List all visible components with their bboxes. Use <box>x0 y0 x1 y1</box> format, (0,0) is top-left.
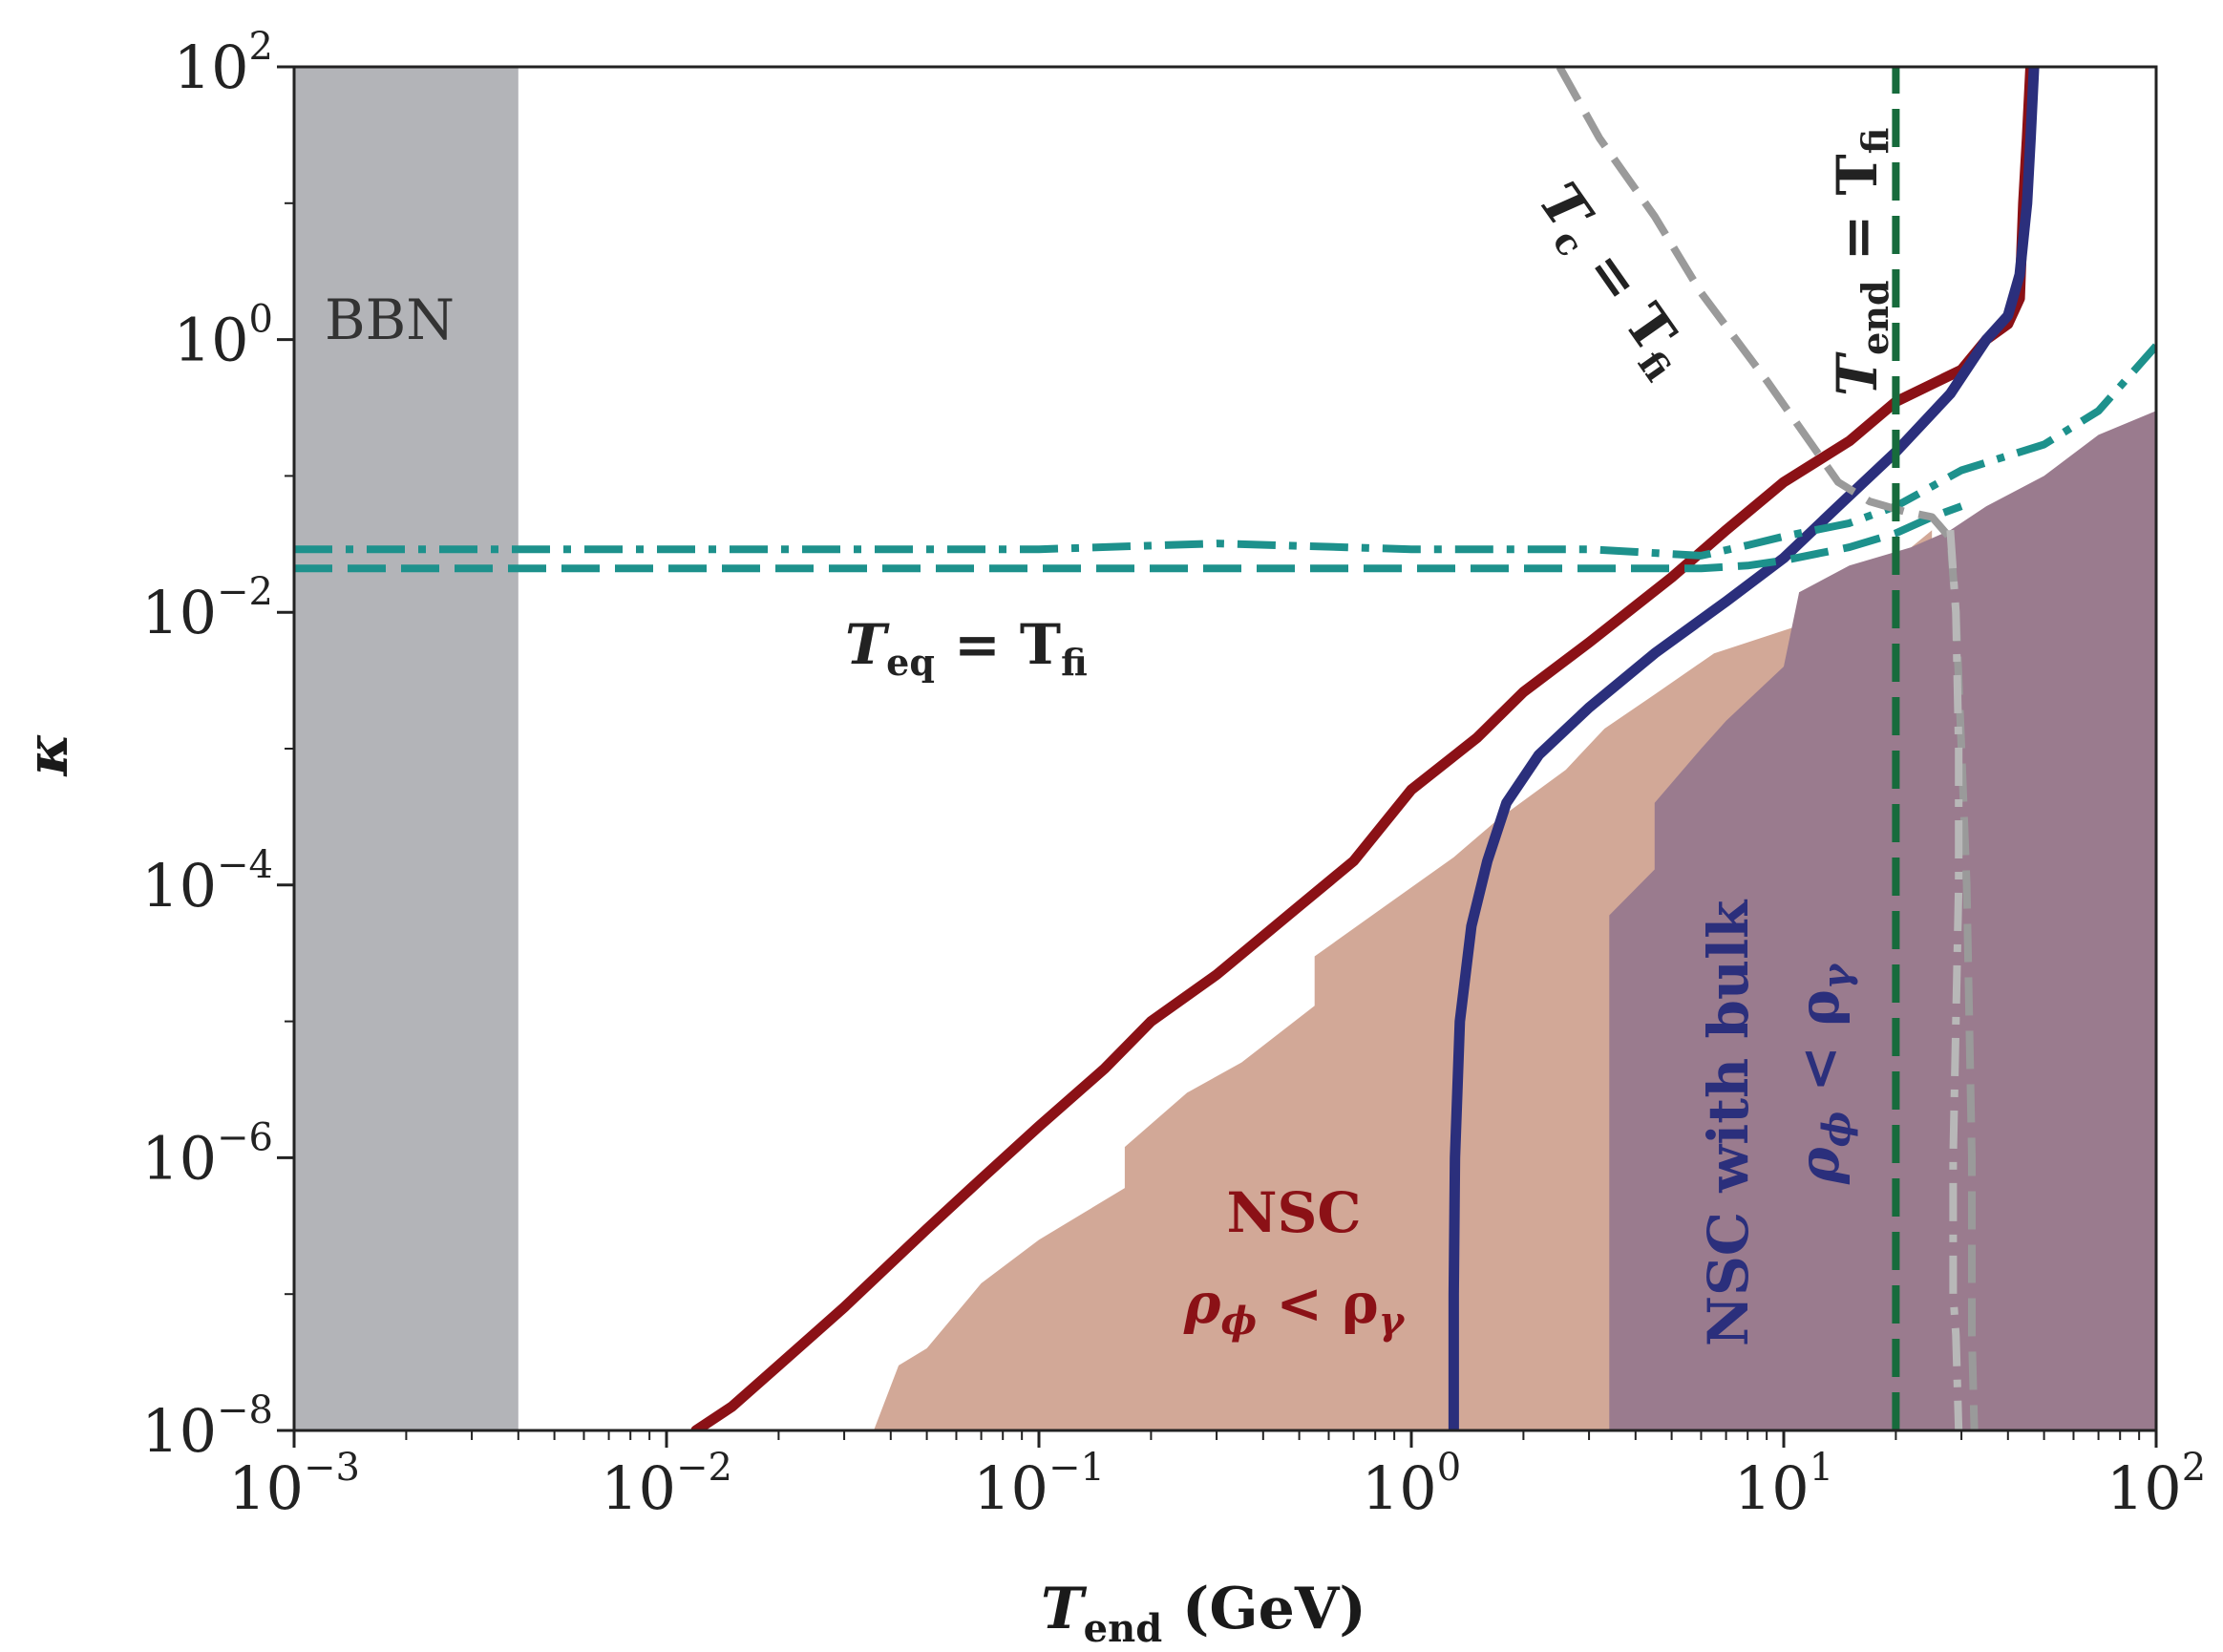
nsc-label-line2: ρϕ < ργ <box>1183 1271 1406 1344</box>
y-tick-exp: 0 <box>249 298 273 342</box>
y-tick-base: 10 <box>141 1396 217 1466</box>
x-tick-base: 10 <box>1362 1453 1437 1523</box>
data-series <box>294 67 2156 1430</box>
tc-annotation: Tc = Tfi <box>1521 171 1704 389</box>
x-tick-label: 10−1 <box>973 1446 1105 1523</box>
bbn-label: BBN <box>325 287 455 352</box>
axis-ticks: 10−3 10−2 10−1 100 101 10210−810−610−410−2100… <box>141 25 2206 1523</box>
y-tick-label: 10−6 <box>141 1115 273 1193</box>
y-tick-label: 10−2 <box>141 570 273 647</box>
tend-annotation: Tend = Tfi <box>1825 128 1896 396</box>
x-tick-base: 10 <box>1734 1453 1810 1523</box>
x-tick-base: 10 <box>973 1453 1048 1523</box>
nsc-bulk-label-line2: ρϕ < ργ <box>1787 963 1859 1185</box>
y-tick-exp: 2 <box>249 25 273 69</box>
x-tick-label: 10−3 <box>228 1446 360 1523</box>
teal-dashed-line <box>294 502 1963 573</box>
y-tick-label: 10−8 <box>141 1388 273 1466</box>
x-tick-label: 100 <box>1362 1446 1461 1523</box>
y-tick-exp: −8 <box>217 1388 273 1432</box>
y-tick-label: 100 <box>174 298 273 375</box>
y-axis-label: κ <box>14 733 81 777</box>
y-tick-exp: −6 <box>217 1115 273 1159</box>
nsc-bulk-label-line1: NSC with bulk <box>1696 899 1761 1346</box>
x-tick-exp: 1 <box>1810 1446 1833 1490</box>
x-tick-base: 10 <box>2107 1453 2182 1523</box>
x-tick-exp: −3 <box>304 1446 360 1490</box>
x-tick-exp: 2 <box>2182 1446 2206 1490</box>
y-tick-exp: −2 <box>217 570 273 614</box>
y-tick-base: 10 <box>174 32 249 102</box>
nsc-bulk-label: NSC with bulk ρϕ < ργ <box>1696 899 1859 1346</box>
y-tick-base: 10 <box>174 306 249 375</box>
x-tick-base: 10 <box>601 1453 676 1523</box>
BBN-band <box>294 67 519 1430</box>
x-tick-label: 10−2 <box>601 1446 732 1523</box>
x-tick-exp: −1 <box>1048 1446 1105 1490</box>
nsc-label-line1: NSC <box>1226 1180 1361 1245</box>
y-tick-label: 102 <box>174 25 273 102</box>
x-tick-label: 101 <box>1734 1446 1833 1523</box>
x-tick-exp: 0 <box>1437 1446 1461 1490</box>
teal-dash-dot-line <box>294 343 2156 560</box>
gray-tc-line-line <box>1556 67 1979 1430</box>
x-tick-label: 102 <box>2107 1446 2206 1523</box>
blue-boundary-line <box>1448 67 2040 1430</box>
teq-annotation: Teq = Tfi <box>845 612 1088 684</box>
y-tick-label: 10−4 <box>141 843 273 921</box>
y-tick-exp: −4 <box>217 843 273 887</box>
y-tick-base: 10 <box>141 578 217 647</box>
x-tick-exp: −2 <box>676 1446 732 1490</box>
shaded-regions <box>294 67 2156 1430</box>
gray-tc-dashdot-line <box>1946 529 1963 1430</box>
x-tick-base: 10 <box>228 1453 304 1523</box>
x-axis-label: Tend (GeV) <box>1041 1576 1366 1651</box>
y-tick-base: 10 <box>141 1123 217 1193</box>
nsc-label: NSC ρϕ < ργ <box>1183 1180 1406 1344</box>
y-tick-base: 10 <box>141 851 217 921</box>
nsc-bulk-region-area <box>1609 411 2156 1430</box>
